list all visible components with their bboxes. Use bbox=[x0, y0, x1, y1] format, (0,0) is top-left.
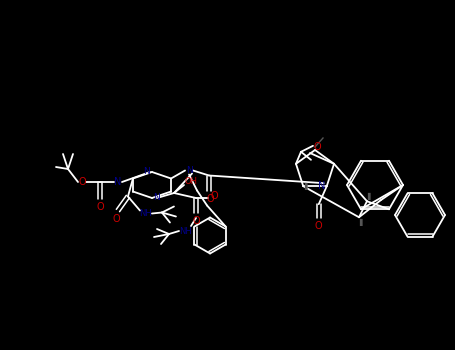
Text: O: O bbox=[192, 216, 200, 226]
Text: NH: NH bbox=[179, 226, 192, 236]
Text: O: O bbox=[96, 202, 104, 212]
Text: ▌: ▌ bbox=[304, 183, 310, 190]
Text: O: O bbox=[78, 177, 86, 187]
Text: O: O bbox=[112, 214, 120, 224]
Text: N: N bbox=[318, 181, 325, 191]
Text: ▌: ▌ bbox=[359, 219, 365, 226]
Text: OH: OH bbox=[184, 176, 197, 186]
Text: O: O bbox=[315, 221, 323, 231]
Text: N: N bbox=[154, 194, 160, 203]
Text: N: N bbox=[144, 168, 150, 176]
Text: O: O bbox=[313, 142, 321, 152]
Text: O: O bbox=[206, 194, 214, 203]
Text: N: N bbox=[186, 166, 192, 175]
Text: ▌: ▌ bbox=[367, 193, 373, 200]
Text: NH: NH bbox=[140, 209, 152, 218]
Text: N: N bbox=[114, 177, 121, 187]
Text: O: O bbox=[210, 191, 218, 201]
